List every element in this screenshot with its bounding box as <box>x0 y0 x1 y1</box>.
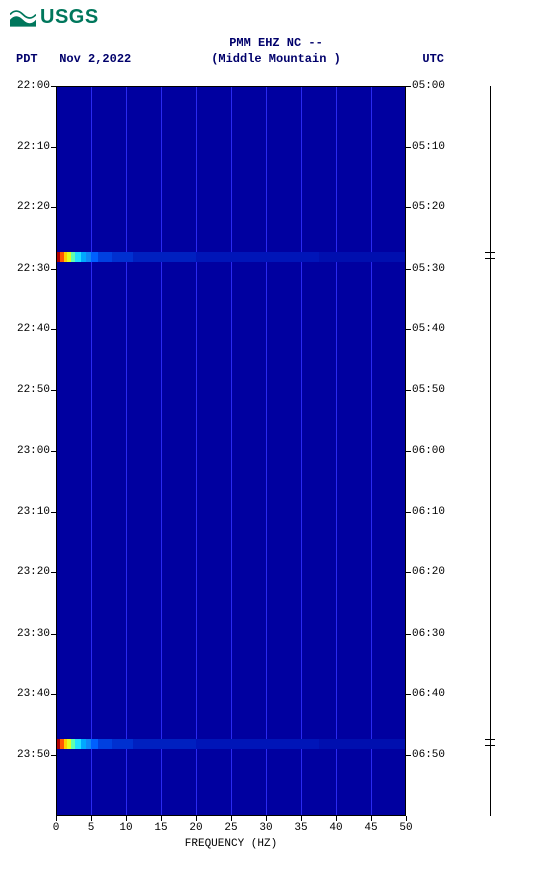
x-tick-label: 10 <box>119 816 132 834</box>
x-axis-label: FREQUENCY (HZ) <box>56 838 406 850</box>
seismic-event-band <box>56 252 406 262</box>
y-right-tick-label: 05:50 <box>406 384 445 396</box>
gridline <box>266 86 267 816</box>
right-scale <box>490 86 520 816</box>
x-tick-label: 25 <box>224 816 237 834</box>
right-scale-tick <box>485 739 495 740</box>
y-right-tick-label: 05:10 <box>406 141 445 153</box>
spectrogram-plot: FREQUENCY (HZ) 0510152025303540455022:00… <box>56 86 406 816</box>
x-tick-label: 50 <box>399 816 412 834</box>
spectrogram-cell <box>98 252 112 262</box>
plot-background <box>56 86 406 816</box>
y-left-tick-label: 23:50 <box>17 749 56 761</box>
spectrogram-cell <box>196 252 319 262</box>
x-tick-label: 40 <box>329 816 342 834</box>
spectrogram-cell <box>319 252 407 262</box>
usgs-text: USGS <box>40 6 99 29</box>
y-left-tick-label: 23:10 <box>17 506 56 518</box>
gridline <box>91 86 92 816</box>
y-right-tick-label: 06:00 <box>406 445 445 457</box>
y-right-tick-label: 05:20 <box>406 201 445 213</box>
spectrogram-cell <box>91 739 98 749</box>
utc-label: UTC <box>422 52 444 66</box>
x-tick-label: 0 <box>53 816 60 834</box>
y-left-tick-label: 22:50 <box>17 384 56 396</box>
spectrogram-cell <box>98 739 112 749</box>
right-scale-tick <box>485 745 495 746</box>
y-left-tick-label: 23:40 <box>17 688 56 700</box>
y-right-tick-label: 05:00 <box>406 80 445 92</box>
y-left-tick-label: 22:20 <box>17 201 56 213</box>
y-right-tick-label: 06:40 <box>406 688 445 700</box>
y-left-tick-label: 23:00 <box>17 445 56 457</box>
x-tick-label: 15 <box>154 816 167 834</box>
gridline <box>231 86 232 816</box>
spectrogram-cell <box>196 739 319 749</box>
usgs-logo: USGS <box>10 6 99 29</box>
spectrogram-cell <box>112 252 133 262</box>
right-scale-tick <box>485 252 495 253</box>
y-right-tick-label: 06:10 <box>406 506 445 518</box>
y-left-tick-label: 23:30 <box>17 628 56 640</box>
chart-title-1: PMM EHZ NC -- <box>0 36 552 50</box>
y-left-tick-label: 22:00 <box>17 80 56 92</box>
date-text: Nov 2,2022 <box>59 52 131 66</box>
spectrogram-cell <box>91 252 98 262</box>
spectrogram-cell <box>112 739 133 749</box>
gridline <box>126 86 127 816</box>
right-scale-tick <box>485 258 495 259</box>
x-tick-label: 45 <box>364 816 377 834</box>
spectrogram-cell <box>133 252 196 262</box>
gridline <box>371 86 372 816</box>
gridline <box>161 86 162 816</box>
y-right-tick-label: 06:50 <box>406 749 445 761</box>
spectrogram-cell <box>133 739 196 749</box>
y-left-tick-label: 22:30 <box>17 263 56 275</box>
x-tick-label: 20 <box>189 816 202 834</box>
pdt-text: PDT <box>16 52 38 66</box>
y-left-tick-label: 22:10 <box>17 141 56 153</box>
pdt-label: PDT Nov 2,2022 <box>16 52 131 66</box>
spectrogram-cell <box>319 739 407 749</box>
x-tick-label: 35 <box>294 816 307 834</box>
y-left-tick-label: 22:40 <box>17 323 56 335</box>
y-right-tick-label: 05:40 <box>406 323 445 335</box>
x-tick-label: 30 <box>259 816 272 834</box>
y-right-tick-label: 05:30 <box>406 263 445 275</box>
gridline <box>301 86 302 816</box>
gridline <box>196 86 197 816</box>
y-right-tick-label: 06:30 <box>406 628 445 640</box>
root: USGS PMM EHZ NC -- (Middle Mountain ) PD… <box>0 0 552 892</box>
x-tick-label: 5 <box>88 816 95 834</box>
y-right-tick-label: 06:20 <box>406 566 445 578</box>
gridline <box>336 86 337 816</box>
seismic-event-band <box>56 739 406 749</box>
y-left-tick-label: 23:20 <box>17 566 56 578</box>
wave-icon <box>10 9 36 27</box>
right-scale-bar <box>490 86 491 816</box>
